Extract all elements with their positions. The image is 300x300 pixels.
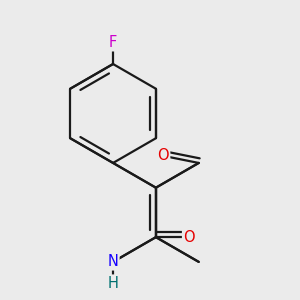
Text: F: F — [109, 35, 117, 50]
Text: O: O — [183, 230, 195, 245]
Text: O: O — [158, 148, 169, 164]
Text: H: H — [108, 276, 118, 291]
Text: N: N — [108, 254, 118, 269]
